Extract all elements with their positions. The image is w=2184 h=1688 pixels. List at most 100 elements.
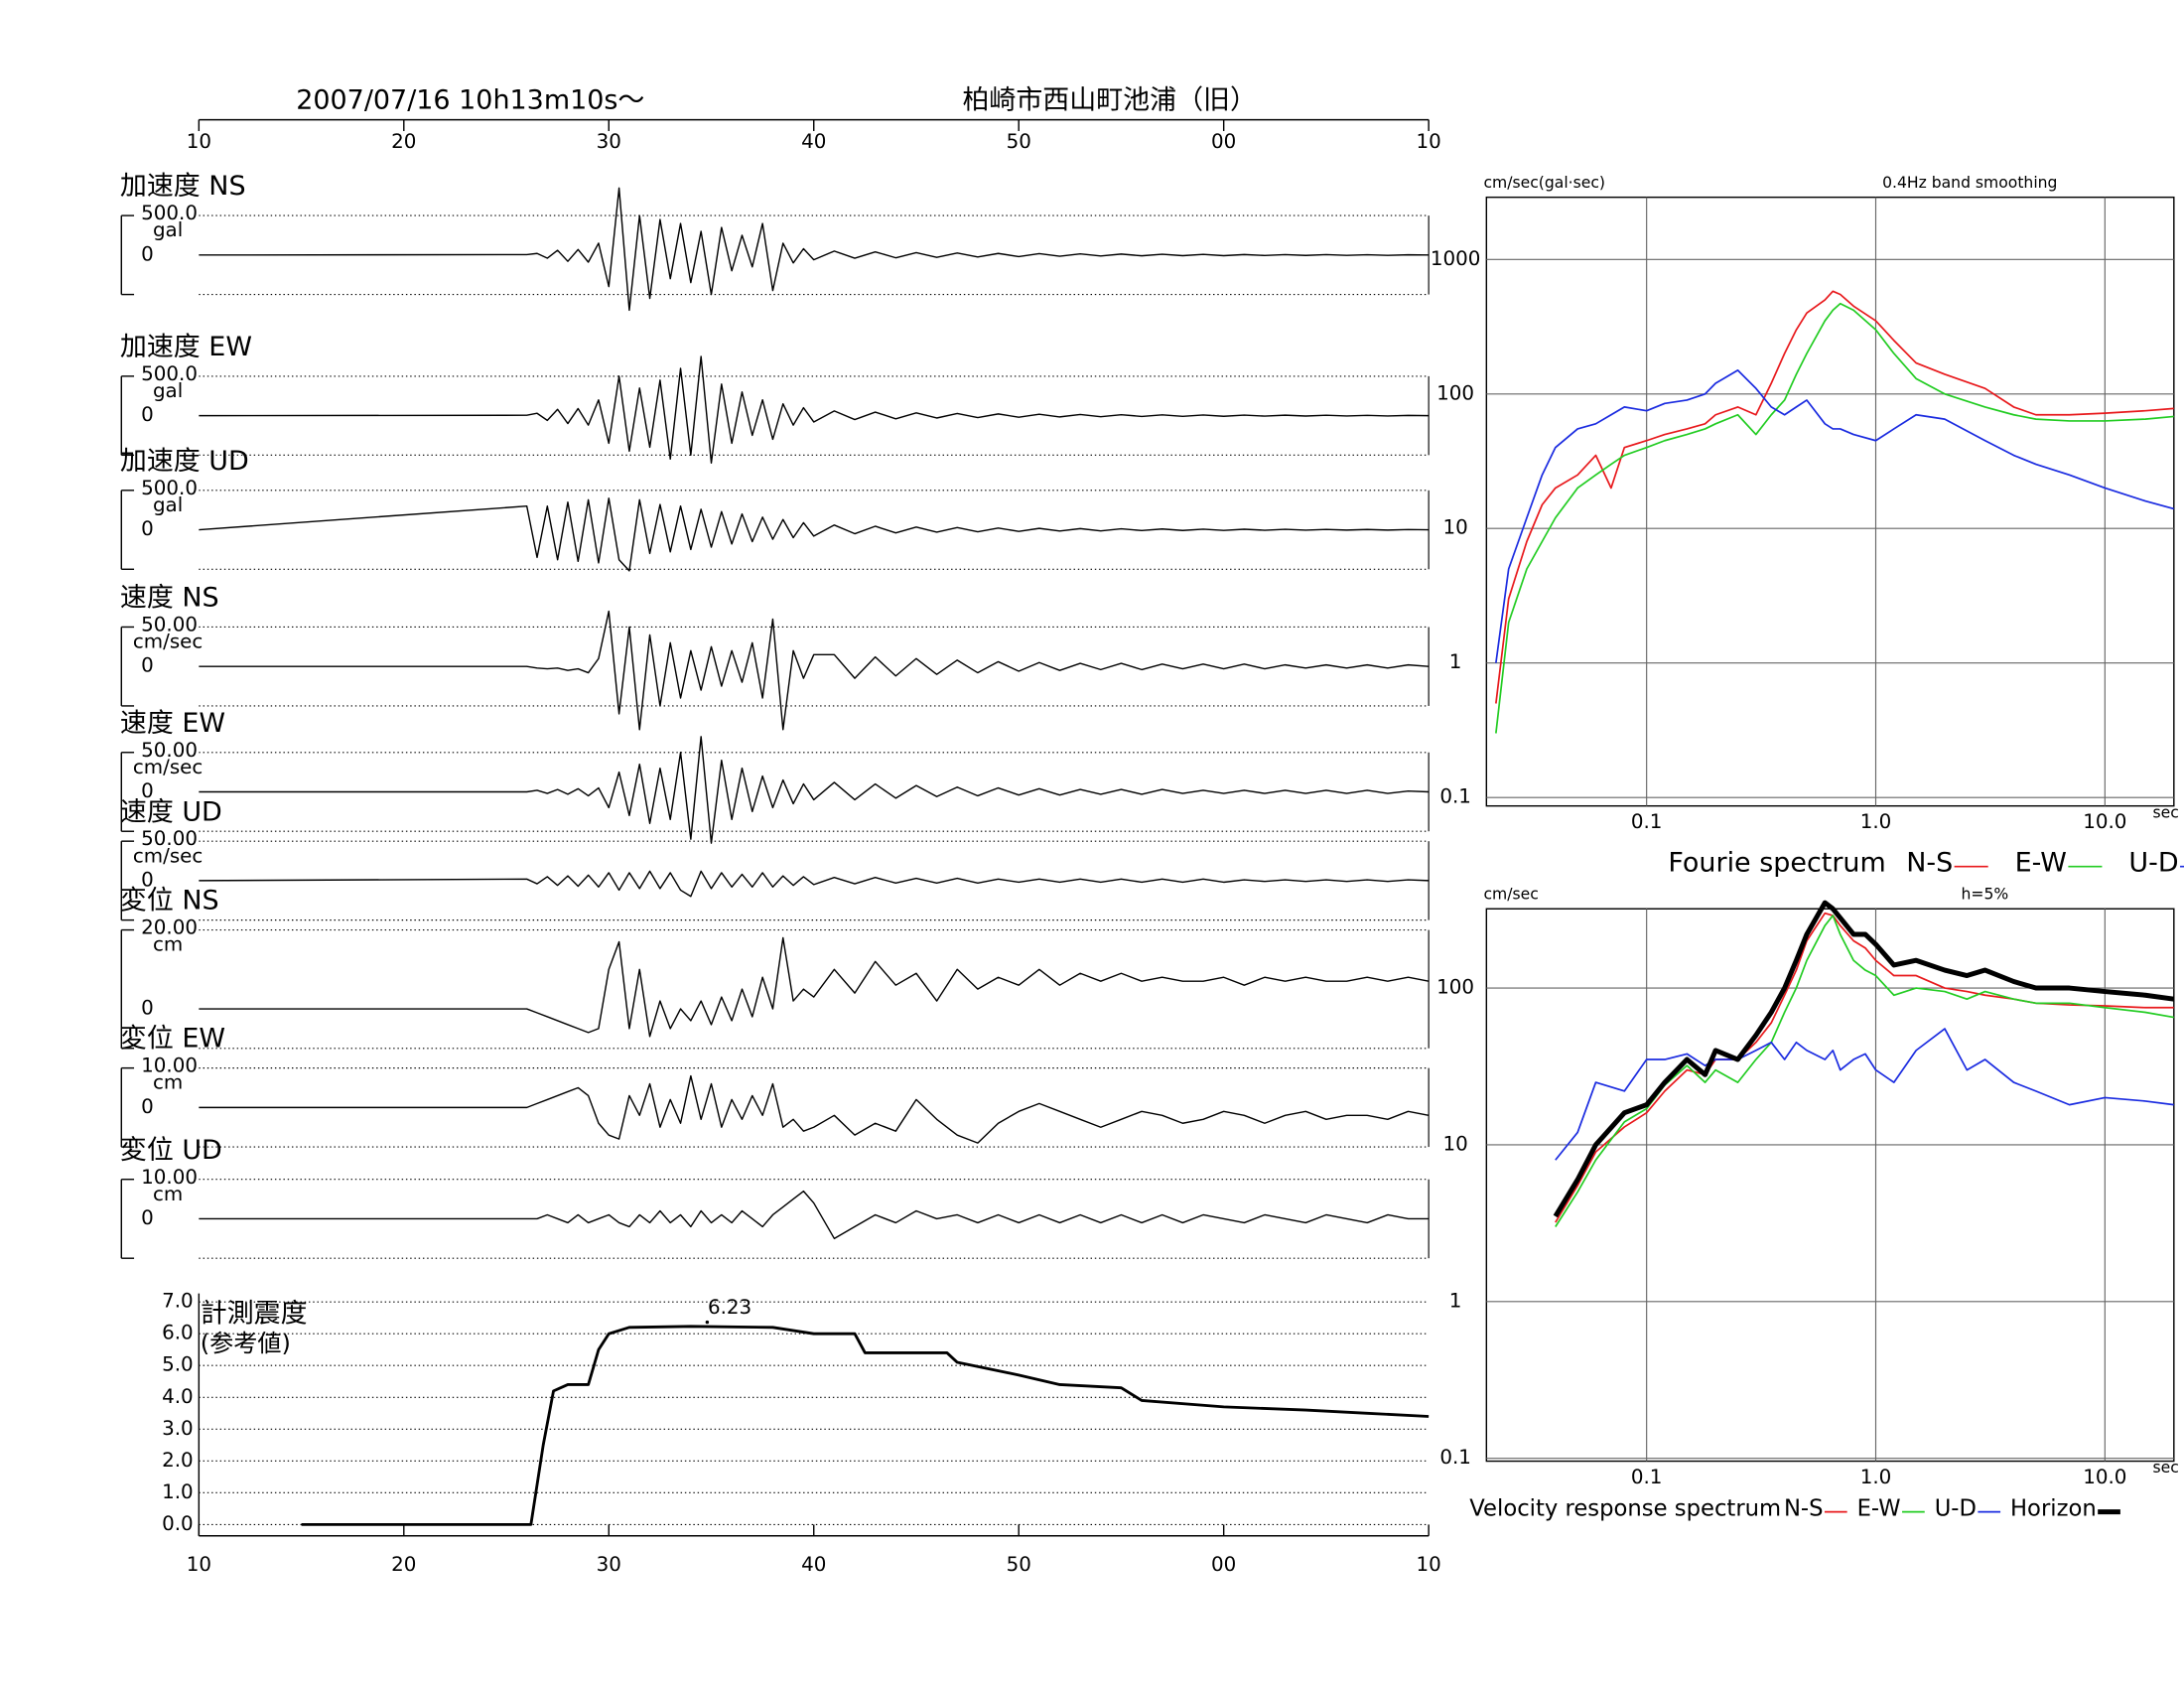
trace-title: 加速度 NS <box>120 171 246 202</box>
trace-unit: cm <box>153 1183 183 1205</box>
waveform <box>199 187 1430 312</box>
y-tick-label: 50.00 <box>141 739 198 762</box>
legend-label: U-D <box>1935 1495 1977 1521</box>
x-tick-label: 10 <box>187 130 211 153</box>
legend-label: N-S <box>1784 1495 1824 1521</box>
intensity-subtitle: (参考値) <box>201 1330 291 1357</box>
waveform <box>199 936 1430 1038</box>
intensity-line <box>301 1325 1430 1526</box>
legend-title: Fourie spectrum <box>1668 847 1885 878</box>
x-tick-label: 40 <box>801 1553 826 1576</box>
y-tick-label: 0.0 <box>162 1512 194 1535</box>
trace-unit: gal <box>153 493 183 516</box>
spectrum-line <box>1553 900 2175 1218</box>
trace-title: 速度 UD <box>120 796 222 827</box>
legend-title: Velocity response spectrum <box>1469 1495 1781 1521</box>
x-tick-label: 10 <box>187 1553 211 1576</box>
y-tick-label: 1.0 <box>162 1480 194 1503</box>
y-tick-label: 0 <box>141 868 154 891</box>
y-tick-label: 3.0 <box>162 1417 194 1440</box>
trace-unit: gal <box>153 379 183 402</box>
x-tick-label: 0.1 <box>1631 810 1663 833</box>
y-tick-label: 100 <box>1436 976 1474 999</box>
spectrum-line <box>1555 1028 2174 1161</box>
y-tick-label: 0.1 <box>1439 1446 1471 1469</box>
y-tick-label: 5.0 <box>162 1353 194 1376</box>
y-tick-label: 0 <box>141 1206 154 1229</box>
trace-unit: cm <box>153 933 183 956</box>
y-tick-label: 4.0 <box>162 1385 194 1408</box>
y-tick-label: 50.00 <box>141 614 198 636</box>
legend-label: N-S <box>1906 847 1953 878</box>
x-tick-label: 10.0 <box>2083 1466 2126 1488</box>
legend-label: E-W <box>2015 847 2067 878</box>
x-tick-label: 1.0 <box>1860 810 1892 833</box>
trace-unit: gal <box>153 218 183 241</box>
x-tick-label: 20 <box>391 1553 416 1576</box>
y-tick-label: 1 <box>1449 650 1462 673</box>
x-tick-label: 00 <box>1211 130 1236 153</box>
y-tick-label: 1 <box>1449 1289 1462 1312</box>
station-name: 柏崎市西山町池浦（旧） <box>962 85 1257 116</box>
y-tick-label: 10.00 <box>141 1166 198 1189</box>
y-tick-label: 500.0 <box>141 202 198 224</box>
x-tick-label: 00 <box>1211 1553 1236 1576</box>
spectrum-line <box>1495 302 2174 734</box>
y-axis-label: cm/sec <box>1483 886 1538 904</box>
record-time: 2007/07/16 10h13m10s〜 <box>296 85 644 116</box>
x-tick-label: 50 <box>1007 1553 1031 1576</box>
y-tick-label: 7.0 <box>162 1290 194 1313</box>
x-tick-label: 50 <box>1007 130 1031 153</box>
waveform <box>199 870 1430 898</box>
y-tick-label: 0 <box>141 517 154 540</box>
y-tick-label: 6.0 <box>162 1322 194 1344</box>
y-tick-label: 10 <box>1442 1132 1467 1155</box>
intensity-title: 計測震度 <box>201 1298 308 1329</box>
trace-title: 変位 UD <box>120 1135 222 1166</box>
trace-title: 変位 NS <box>120 886 219 916</box>
peak-marker <box>705 1320 710 1325</box>
x-tick-label: 0.1 <box>1631 1466 1663 1488</box>
trace-unit: cm/sec <box>133 844 203 867</box>
y-tick-label: 2.0 <box>162 1449 194 1472</box>
y-tick-label: 1000 <box>1431 247 1481 270</box>
note: h=5% <box>1962 886 2009 904</box>
y-tick-label: 0 <box>141 242 154 265</box>
waveform <box>199 1074 1430 1144</box>
trace-unit: cm/sec <box>133 756 203 778</box>
peak-label: 6.23 <box>708 1296 751 1319</box>
y-tick-label: 0 <box>141 779 154 802</box>
spectrum-line <box>1495 369 2175 663</box>
y-tick-label: 0 <box>141 654 154 677</box>
y-tick-label: 0 <box>141 997 154 1020</box>
x-tick-label: 10.0 <box>2083 810 2126 833</box>
y-tick-label: 50.00 <box>141 827 198 850</box>
y-tick-label: 100 <box>1436 381 1474 404</box>
y-tick-label: 0 <box>141 1095 154 1118</box>
waveform <box>199 355 1430 465</box>
x-tick-label: 10 <box>1417 130 1441 153</box>
waveform <box>199 610 1430 731</box>
y-tick-label: 0.1 <box>1439 785 1471 808</box>
plot-frame <box>1485 196 2175 807</box>
y-tick-label: 10.00 <box>141 1055 198 1077</box>
trace-title: 変位 EW <box>120 1024 225 1055</box>
x-tick-label: 40 <box>801 130 826 153</box>
y-tick-label: 500.0 <box>141 362 198 385</box>
x-axis-label: sec <box>2153 1459 2179 1477</box>
spectrum-line <box>1495 290 2174 704</box>
x-tick-label: 1.0 <box>1860 1466 1892 1488</box>
y-tick-label: 500.0 <box>141 477 198 499</box>
trace-unit: cm/sec <box>133 631 203 653</box>
trace-title: 速度 EW <box>120 708 225 739</box>
waveform <box>199 1190 1430 1240</box>
note: 0.4Hz band smoothing <box>1882 174 2057 192</box>
x-tick-label: 30 <box>597 130 621 153</box>
legend-label: U-D <box>2128 847 2178 878</box>
x-tick-label: 10 <box>1417 1553 1441 1576</box>
y-tick-label: 0 <box>141 403 154 426</box>
trace-title: 加速度 EW <box>120 332 252 362</box>
trace-unit: cm <box>153 1071 183 1094</box>
